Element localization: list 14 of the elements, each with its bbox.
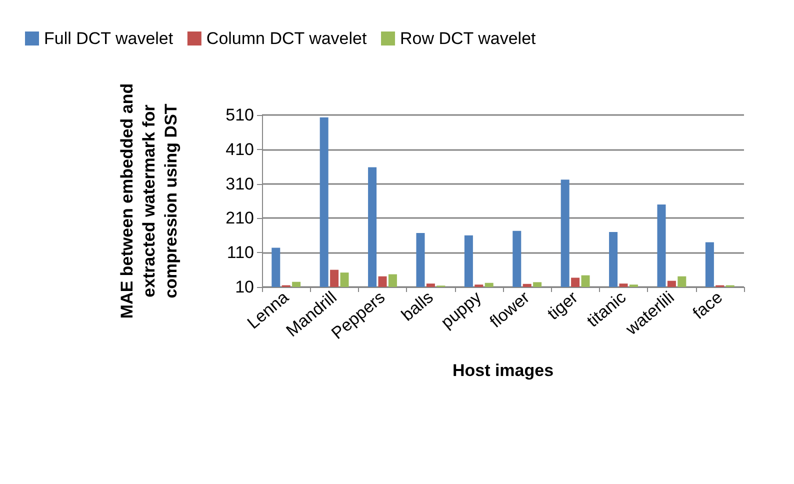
y-tick-label: 410 (226, 140, 254, 159)
y-tick-label: 510 (226, 106, 254, 124)
x-tick-label: face (689, 288, 726, 323)
legend-label: Column DCT wavelet (206, 29, 367, 48)
x-tick-label: balls (398, 288, 437, 325)
y-tick-label: 210 (226, 208, 254, 228)
x-tick-label: tiger (544, 288, 582, 324)
y-tick-label: 310 (226, 174, 254, 194)
y-axis-title: MAE between embedded and extracted watermark for compression using DST (118, 83, 180, 319)
y-tick-label: 10 (235, 278, 254, 296)
legend-label: Full DCT wavelet (44, 29, 174, 48)
y-tick-label: 110 (226, 243, 254, 262)
x-axis-title: Host images (452, 361, 554, 380)
legend-label: Row DCT wavelet (400, 29, 536, 48)
